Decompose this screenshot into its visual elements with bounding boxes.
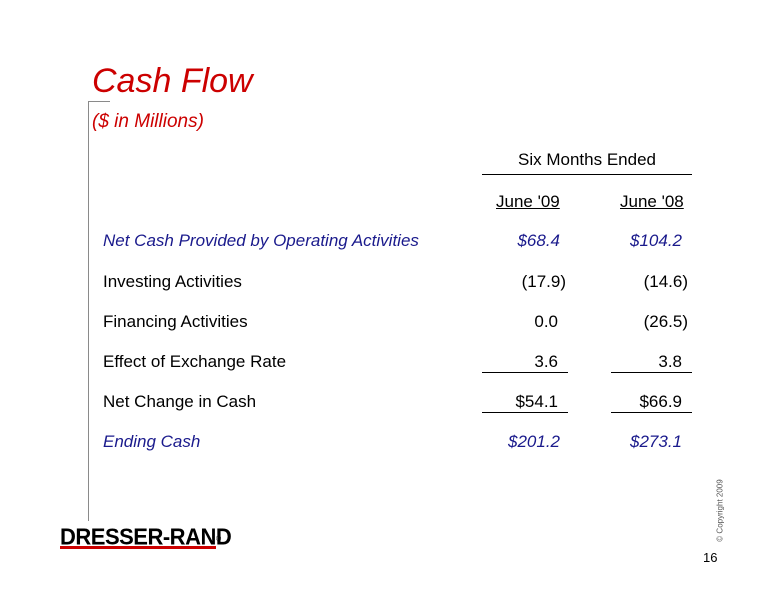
- row-label-operating: Net Cash Provided by Operating Activitie…: [103, 231, 419, 250]
- page-number: 16: [703, 550, 718, 565]
- subtotal-rule-08: [611, 372, 692, 373]
- company-logo: DRESSER-RAND: [60, 523, 232, 550]
- value-investing-09: (17.9): [521, 272, 566, 291]
- total-rule-08: [611, 412, 692, 413]
- row-label-investing: Investing Activities: [103, 272, 242, 291]
- value-net-change-08: $66.9: [639, 392, 682, 411]
- page-subtitle: ($ in Millions): [92, 111, 204, 132]
- value-ending-cash-08: $273.1: [630, 432, 682, 451]
- logo-underline: [60, 546, 216, 549]
- left-divider-line: [88, 101, 89, 521]
- period-header: Six Months Ended: [482, 150, 692, 175]
- subtotal-rule-09: [482, 372, 568, 373]
- row-label-ending-cash: Ending Cash: [103, 432, 201, 451]
- row-label-exchange-rate: Effect of Exchange Rate: [103, 352, 287, 371]
- value-investing-08: (14.6): [643, 272, 688, 291]
- value-financing-08: (26.5): [643, 312, 688, 331]
- top-divider-tick: [88, 101, 110, 102]
- row-label-net-change: Net Change in Cash: [103, 392, 257, 411]
- page-title: Cash Flow: [92, 62, 253, 100]
- value-exchange-09: 3.6: [534, 352, 558, 371]
- value-financing-09: 0.0: [534, 312, 558, 331]
- column-header-june-08: June '08: [620, 192, 684, 211]
- registered-mark: ®: [216, 536, 222, 543]
- value-exchange-08: 3.8: [658, 352, 682, 371]
- value-ending-cash-09: $201.2: [508, 432, 560, 451]
- value-net-change-09: $54.1: [515, 392, 558, 411]
- total-rule-09: [482, 412, 568, 413]
- value-operating-08: $104.2: [630, 231, 682, 250]
- column-header-june-09: June '09: [496, 192, 560, 211]
- value-operating-09: $68.4: [517, 231, 560, 250]
- row-label-financing: Financing Activities: [103, 312, 248, 331]
